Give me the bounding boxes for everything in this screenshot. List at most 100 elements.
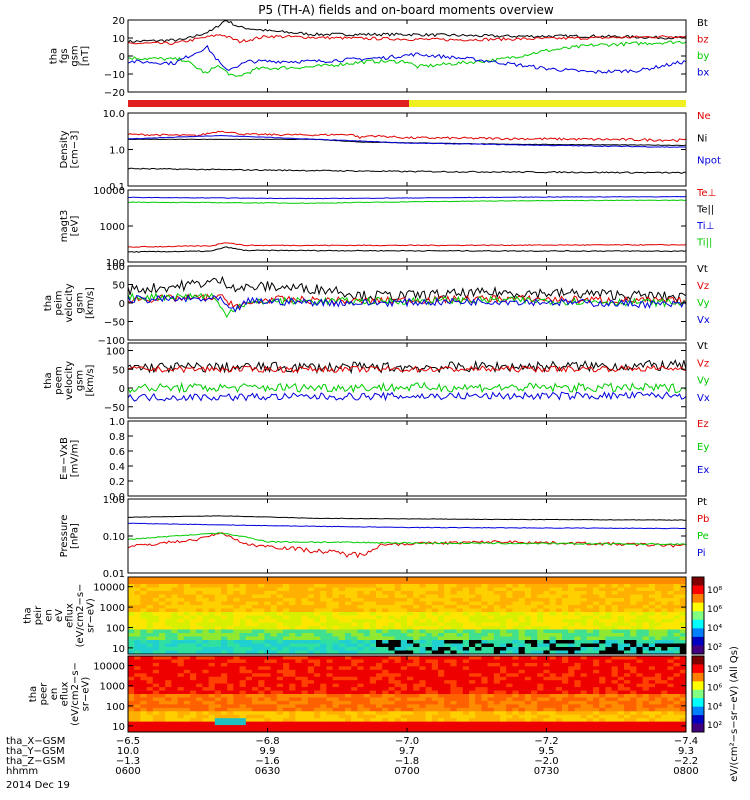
heatmap-cell	[332, 662, 340, 667]
heatmap-cell	[152, 721, 160, 726]
heatmap-cell	[177, 594, 185, 599]
heatmap-cell	[475, 615, 482, 620]
heatmap-cell	[425, 636, 433, 641]
heatmap-cell	[593, 612, 600, 616]
heatmap-cell	[165, 714, 172, 719]
heatmap-cell	[146, 683, 154, 688]
heatmap-cell	[630, 650, 637, 655]
heatmap-cell	[555, 687, 563, 691]
heatmap-cell	[252, 577, 259, 581]
heatmap-cell	[562, 643, 569, 648]
heatmap-cell	[425, 626, 433, 630]
heatmap-cell	[202, 650, 209, 655]
heatmap-cell	[307, 676, 315, 681]
heatmap-cell	[332, 697, 340, 702]
heatmap-cell	[159, 687, 166, 691]
heatmap-cell	[605, 619, 612, 623]
heatmap-cell	[196, 680, 203, 685]
heatmap-cell	[159, 650, 166, 655]
heatmap-cell	[239, 721, 247, 726]
heatmap-cell	[227, 587, 234, 592]
heatmap-cell	[599, 707, 606, 712]
heatmap-cell	[562, 680, 569, 685]
heatmap-cell	[183, 673, 191, 678]
heatmap-cell	[214, 669, 222, 674]
heatmap-cell	[624, 714, 631, 719]
heatmap-cell	[190, 728, 197, 733]
heatmap-cell	[444, 656, 451, 660]
heatmap-cell	[425, 640, 433, 644]
x-row-value: −2.2	[674, 756, 698, 767]
heatmap-cell	[332, 622, 340, 627]
heatmap-cell	[270, 587, 278, 592]
heatmap-cell	[301, 594, 309, 599]
heatmap-cell	[190, 669, 197, 674]
heatmap-cell	[320, 666, 327, 671]
heatmap-cell	[555, 584, 563, 588]
heatmap-cell	[332, 640, 340, 644]
heatmap-cell	[376, 594, 383, 599]
heatmap-cell	[605, 577, 612, 581]
heatmap-cell	[431, 718, 439, 723]
heatmap-cell	[493, 619, 501, 623]
heatmap-cell	[586, 640, 594, 644]
heatmap-cell	[363, 666, 371, 671]
heatmap-cell	[388, 659, 395, 664]
heatmap-cell	[543, 580, 550, 585]
heatmap-cell	[462, 619, 470, 623]
heatmap-cell	[617, 725, 625, 729]
heatmap-cell	[338, 619, 346, 623]
heatmap-cell	[586, 690, 594, 695]
y-axis-label-line: Density	[59, 130, 70, 168]
heatmap-cell	[568, 728, 575, 733]
heatmap-cell	[140, 636, 147, 641]
heatmap-cell	[593, 673, 600, 678]
heatmap-cell	[667, 640, 674, 644]
heatmap-cell	[586, 659, 594, 664]
heatmap-cell	[264, 633, 271, 637]
heatmap-cell	[183, 707, 191, 712]
heatmap-cell	[295, 615, 302, 620]
heatmap-cell	[642, 700, 650, 705]
heatmap-cell	[233, 601, 240, 606]
heatmap-cell	[624, 587, 631, 592]
heatmap-cell	[506, 580, 513, 585]
heatmap-cell	[146, 622, 154, 627]
heatmap-cell	[314, 673, 321, 678]
heatmap-cell	[679, 707, 687, 712]
y-tick-label: −10	[104, 70, 125, 81]
heatmap-cell	[407, 650, 414, 655]
heatmap-cell	[456, 643, 464, 648]
heatmap-cell	[140, 608, 147, 613]
legend-label: Bt	[697, 18, 708, 29]
heatmap-cell	[487, 697, 495, 702]
heatmap-cell	[506, 650, 513, 655]
heatmap-cell	[357, 580, 364, 585]
heatmap-cell	[314, 608, 321, 613]
heatmap-cell	[642, 591, 650, 595]
heatmap-cell	[599, 656, 606, 660]
heatmap-cell	[506, 697, 513, 702]
heatmap-cell	[586, 725, 594, 729]
heatmap-cell	[252, 700, 259, 705]
heatmap-cell	[258, 721, 265, 726]
heatmap-cell	[568, 673, 575, 678]
heatmap-cell	[264, 721, 271, 726]
heatmap-cell	[537, 673, 544, 678]
heatmap-cell	[469, 605, 476, 609]
heatmap-cell	[580, 725, 588, 729]
heatmap-cell	[295, 690, 302, 695]
heatmap-cell	[630, 680, 637, 685]
heatmap-cell	[245, 629, 253, 634]
heatmap-cell	[450, 680, 457, 685]
heatmap-cell	[506, 725, 513, 729]
heatmap-cell	[326, 662, 333, 667]
heatmap-cell	[624, 687, 631, 691]
heatmap-cell	[562, 636, 569, 641]
heatmap-cell	[140, 707, 147, 712]
heatmap-cell	[400, 650, 408, 655]
heatmap-cell	[636, 619, 643, 623]
heatmap-cell	[239, 714, 247, 719]
heatmap-cell	[531, 640, 538, 644]
heatmap-cell	[593, 636, 600, 641]
